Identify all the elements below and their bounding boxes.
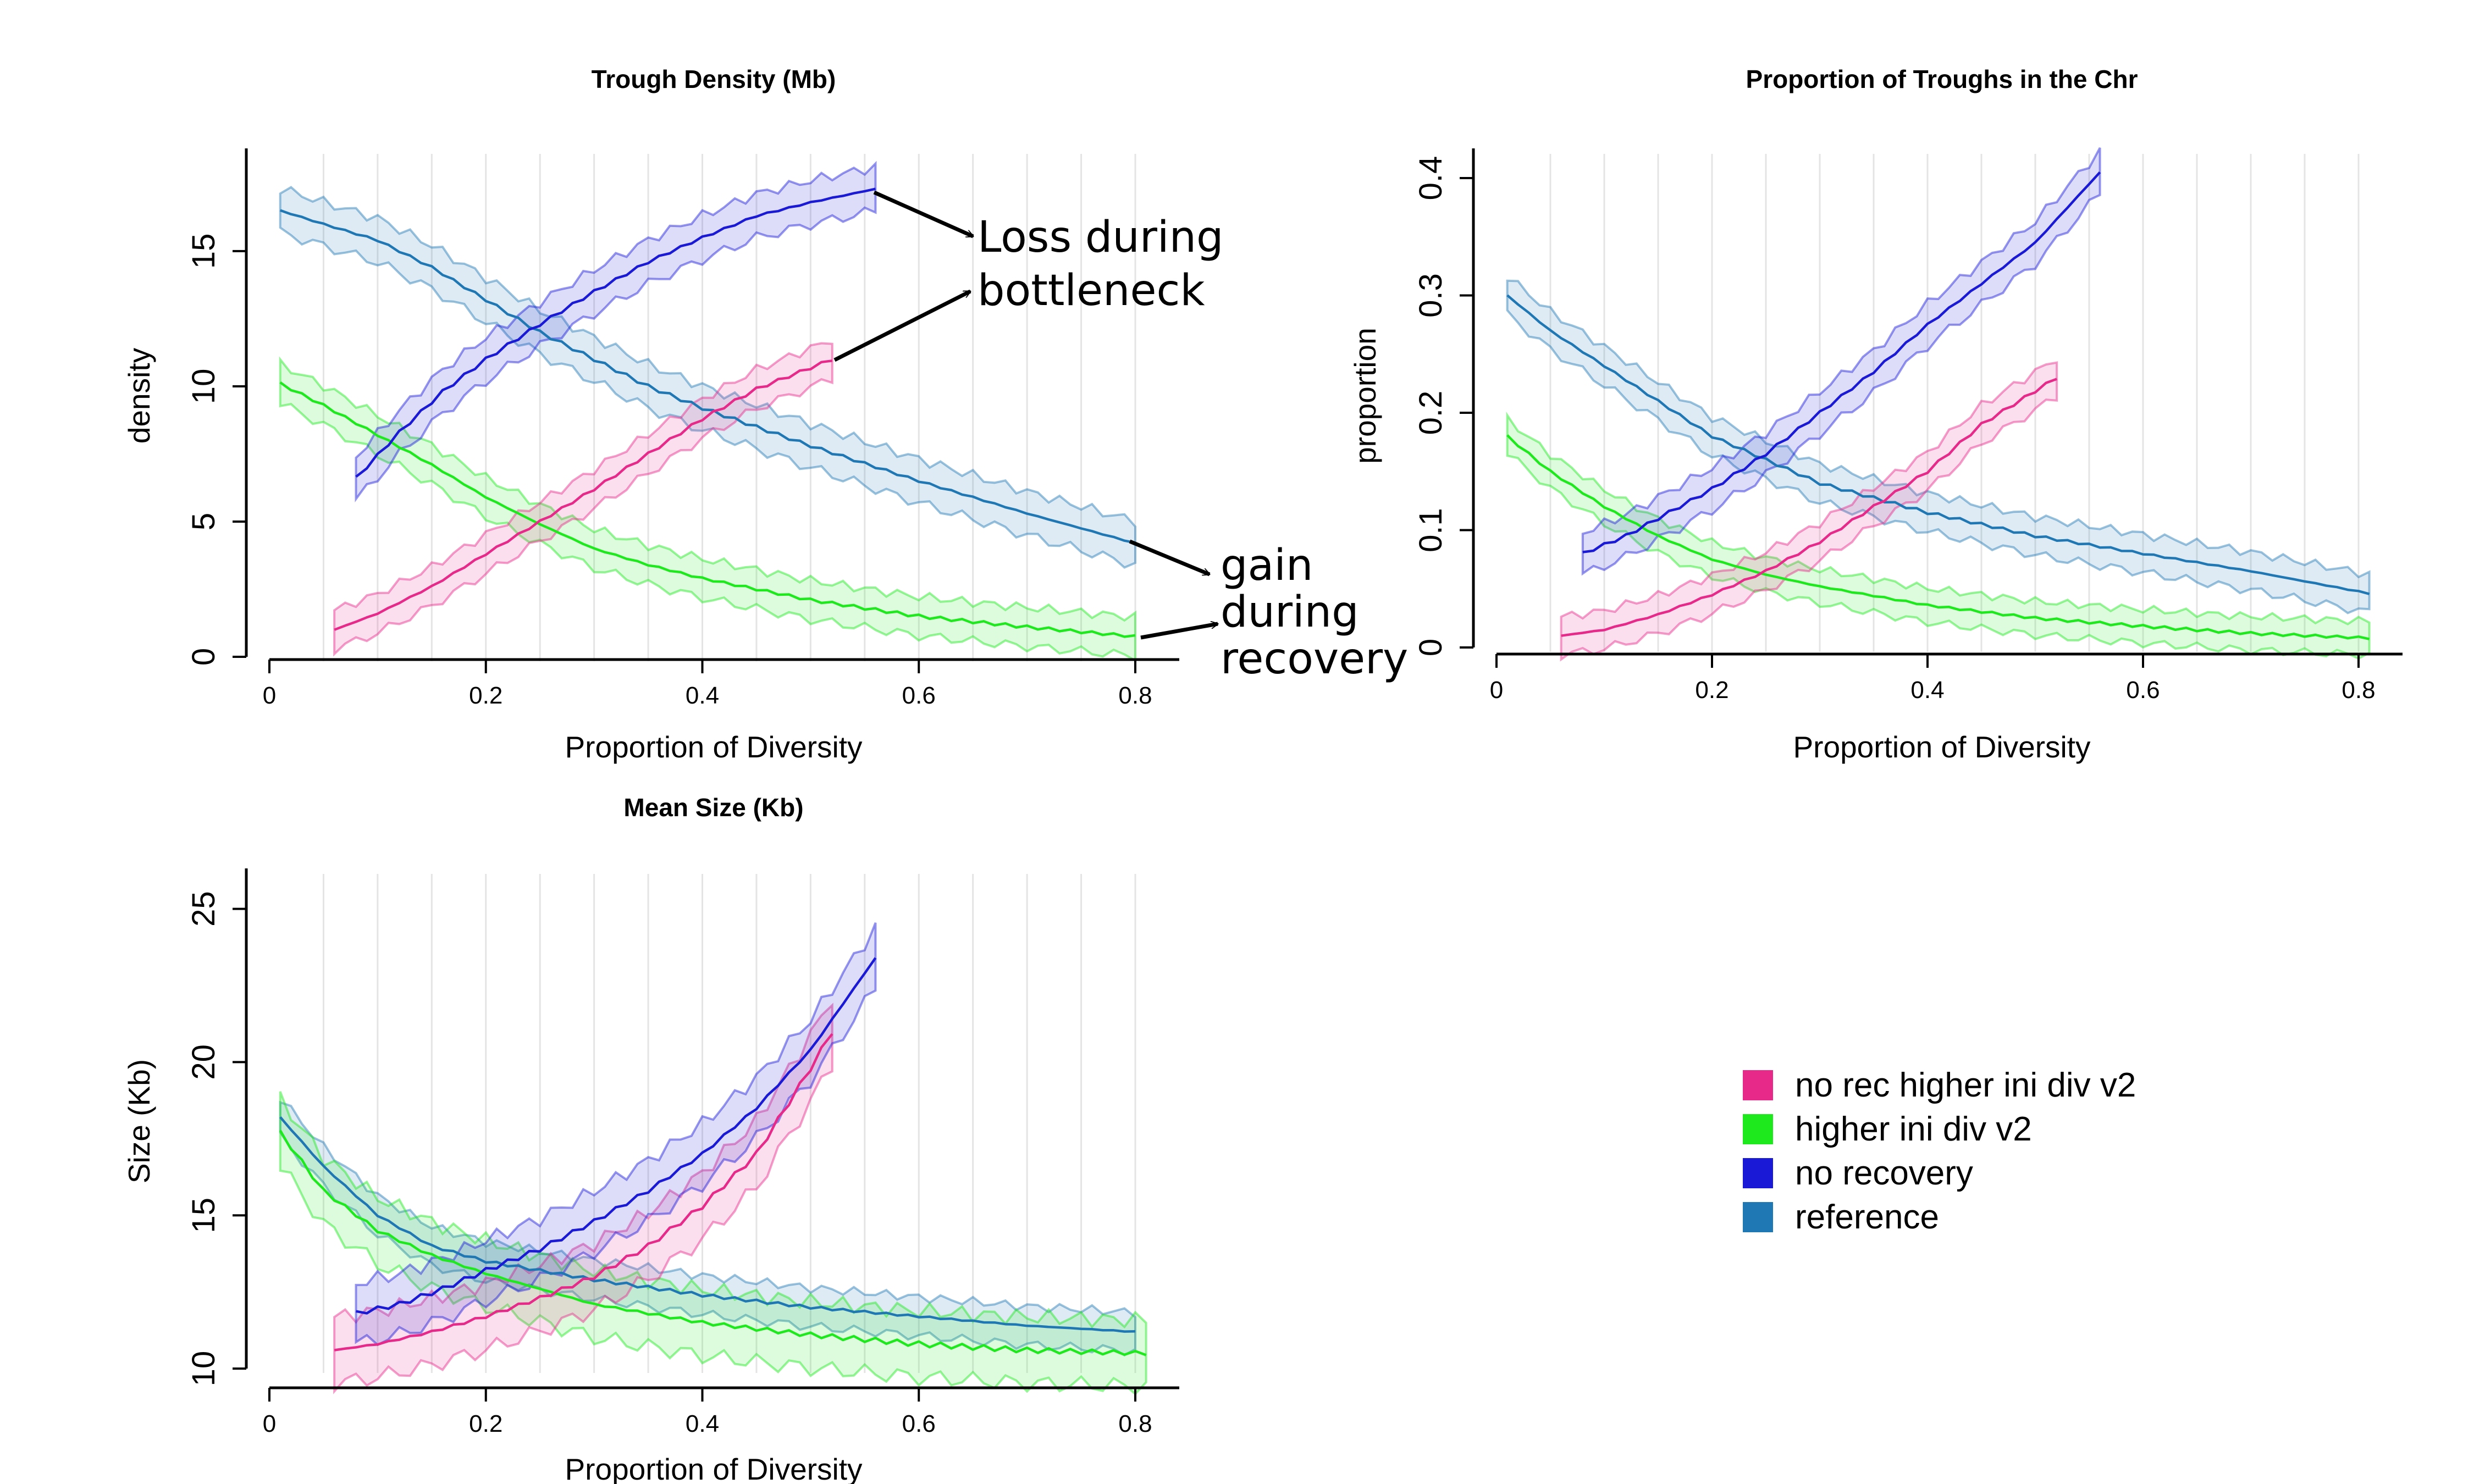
y-tick-label: 15 [186, 234, 222, 269]
y-axis-label: density [122, 347, 156, 444]
x-tick-label: 0.8 [2342, 677, 2375, 704]
series-lines [279, 187, 1136, 638]
y-tick-label: 25 [186, 891, 222, 927]
tick-labels: 0 0.2 0.4 0.6 0.8 0 5 10 15 [186, 234, 1152, 709]
y-tick-label: 0.1 [1413, 508, 1449, 552]
x-axis-label: Proportion of Diversity [565, 1452, 863, 1484]
x-tick-label: 0.2 [469, 1410, 502, 1437]
line-higher-ini-div-v2 [279, 1129, 1147, 1356]
chart-title: Mean Size (Kb) [623, 793, 803, 822]
x-tick-label: 0.2 [1695, 677, 1729, 704]
gain-arrow-higher-ini [1140, 624, 1218, 640]
x-tick-label: 0.8 [1118, 1410, 1152, 1437]
y-tick-label: 0.2 [1413, 391, 1449, 435]
line-no-recovery [1582, 171, 2101, 553]
x-tick-label: 0 [263, 682, 276, 709]
annotation-gain-line2: during [1221, 588, 1359, 637]
line-no-rec-higher-ini-div-v2 [334, 359, 833, 631]
y-tick-label: 20 [186, 1044, 222, 1080]
x-tick-label: 0.4 [686, 1410, 719, 1437]
annotation-loss-line1: Loss during [978, 213, 1224, 262]
y-tick-label: 0 [1413, 639, 1449, 656]
line-no-rec-higher-ini-div-v2 [334, 1033, 833, 1352]
x-axis-label: Proportion of Diversity [565, 730, 863, 764]
series-lines [279, 957, 1147, 1356]
x-tick-label: 0.6 [2126, 677, 2160, 704]
annotation-gain-line1: gain [1221, 541, 1313, 590]
tick-labels: 0 0.2 0.4 0.6 0.8 10 15 20 25 [186, 891, 1152, 1437]
loss-arrow-no-recovery [873, 190, 973, 239]
y-axis-label: Size (Kb) [122, 1059, 156, 1183]
band-higher-ini-div-v2 [279, 1091, 1147, 1396]
chart-title: Trough Density (Mb) [592, 65, 836, 93]
line-higher-ini-div-v2 [1506, 434, 2370, 640]
gain-arrow-reference [1129, 539, 1210, 577]
legend-label-higher-ini: higher ini div v2 [1795, 1110, 2032, 1148]
band-no-rec-higher-ini-div-v2 [333, 1003, 833, 1394]
vertical-grid [322, 154, 1136, 661]
x-tick-label: 0.2 [469, 682, 502, 709]
x-tick-label: 0.6 [902, 1410, 936, 1437]
y-axis-label: proportion [1348, 328, 1382, 464]
band-no-rec-higher-ini-div-v2 [1560, 361, 2058, 662]
y-tick-label: 0.4 [1413, 156, 1449, 201]
y-tick-label: 10 [186, 369, 222, 405]
vertical-grid [322, 874, 1136, 1373]
band-no-rec-higher-ini-div-v2 [333, 342, 833, 657]
line-higher-ini-div-v2 [279, 381, 1136, 638]
loss-arrow-no-rec-higher [833, 289, 970, 362]
band-no-recovery [1581, 147, 2101, 576]
legend-swatch-no-recovery [1743, 1158, 1773, 1188]
annotations: Loss during bottleneck gain during recov… [833, 190, 1408, 684]
y-tick-label: 15 [186, 1198, 222, 1233]
legend-label-no-rec-higher: no rec higher ini div v2 [1795, 1066, 2136, 1104]
axes [233, 868, 1179, 1402]
annotation-loss-line2: bottleneck [978, 266, 1205, 315]
series-lines [1506, 171, 2370, 640]
y-tick-label: 5 [186, 513, 222, 530]
chart-title: Proportion of Troughs in the Chr [1746, 65, 2138, 93]
vertical-grid [1549, 154, 2360, 652]
line-no-recovery [356, 957, 877, 1315]
panel-proportion-of-troughs: 0 0.2 0.4 0.6 0.8 0 0.1 0.2 0.3 0.4 Proportion of… [1348, 65, 2403, 764]
line-reference [279, 1116, 1136, 1333]
panel-mean-size: 0 0.2 0.4 0.6 0.8 10 15 20 25 Mean Size (Kb) Pro… [122, 793, 1179, 1484]
band-reference [1506, 279, 2371, 614]
line-no-rec-higher-ini-div-v2 [1561, 378, 2057, 637]
legend-swatch-reference [1743, 1202, 1773, 1232]
series-bands [1506, 147, 2371, 662]
axes [1460, 148, 2403, 668]
annotation-gain-line3: recovery [1221, 634, 1408, 684]
x-axis-label: Proportion of Diversity [1793, 730, 2091, 764]
x-tick-label: 0.8 [1118, 682, 1152, 709]
x-tick-label: 0.4 [1910, 677, 1944, 704]
tick-labels: 0 0.2 0.4 0.6 0.8 0 0.1 0.2 0.3 0.4 [1413, 156, 2376, 704]
axes [233, 148, 1179, 673]
legend-swatch-higher-ini [1743, 1114, 1773, 1144]
y-tick-label: 0.3 [1413, 273, 1449, 318]
x-tick-label: 0.4 [686, 682, 719, 709]
series-bands [279, 160, 1136, 663]
x-tick-label: 0 [1490, 677, 1503, 704]
line-reference [1506, 294, 2370, 595]
x-tick-label: 0 [263, 1410, 276, 1437]
band-no-recovery [355, 160, 877, 503]
legend-swatch-no-rec-higher [1743, 1070, 1773, 1100]
y-tick-label: 0 [186, 648, 222, 666]
line-no-recovery [355, 187, 876, 478]
line-reference [279, 209, 1136, 544]
legend: no rec higher ini div v2 higher ini div … [1743, 1066, 2136, 1236]
x-tick-label: 0.6 [902, 682, 936, 709]
y-tick-label: 10 [186, 1351, 222, 1387]
legend-label-reference: reference [1795, 1198, 1939, 1236]
band-reference [279, 186, 1136, 569]
legend-label-no-recovery: no recovery [1795, 1154, 1973, 1192]
